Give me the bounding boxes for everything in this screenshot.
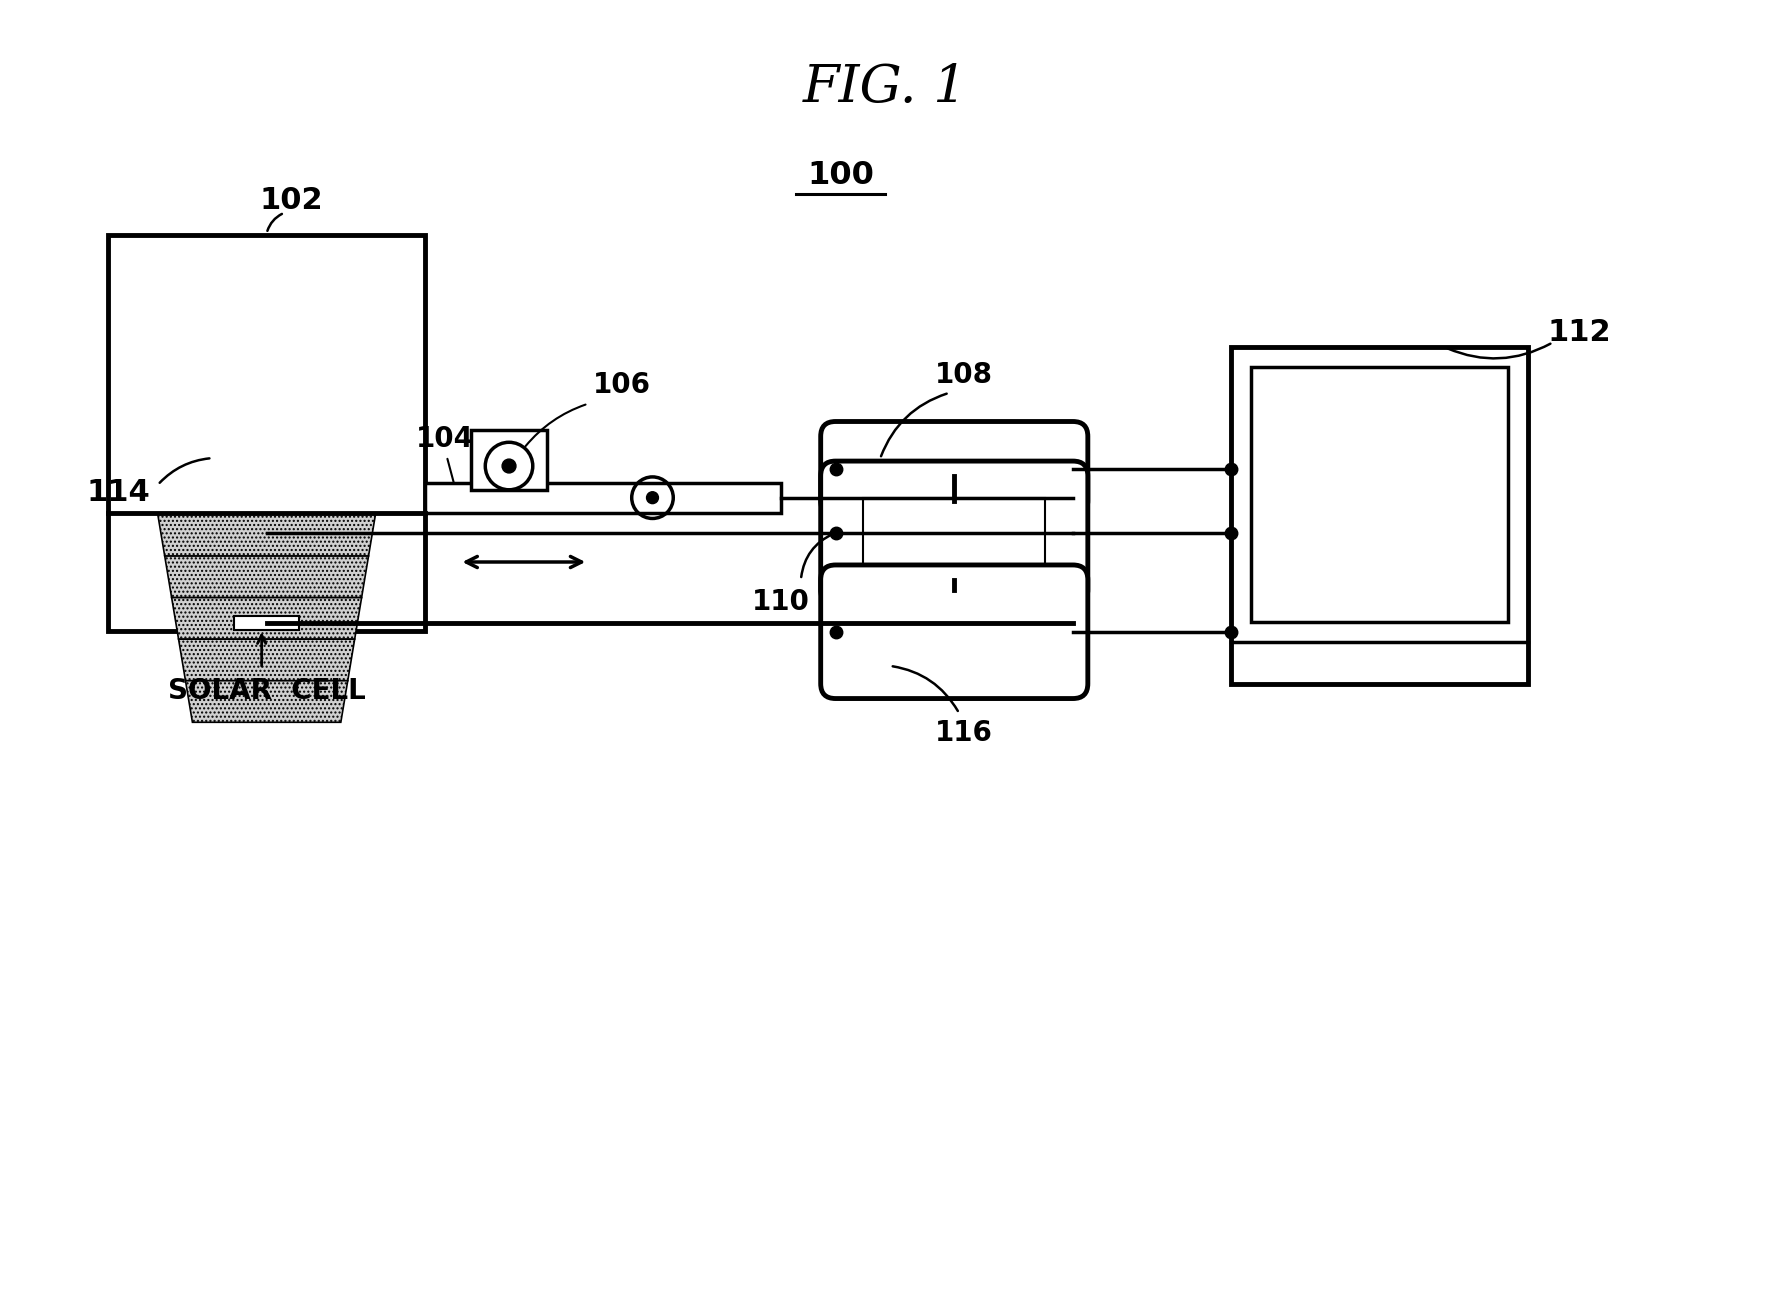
Text: FIG. 1: FIG. 1 — [802, 62, 968, 113]
Text: 102: 102 — [260, 186, 324, 215]
Text: 110: 110 — [752, 587, 811, 616]
Polygon shape — [179, 640, 354, 680]
FancyBboxPatch shape — [864, 498, 1046, 568]
FancyBboxPatch shape — [821, 422, 1089, 515]
Polygon shape — [172, 598, 361, 640]
Circle shape — [646, 492, 658, 503]
FancyBboxPatch shape — [821, 461, 1089, 604]
Text: SOLAR  CELL: SOLAR CELL — [168, 676, 365, 704]
Polygon shape — [165, 556, 368, 598]
Text: 100: 100 — [807, 160, 874, 191]
Text: 104: 104 — [416, 425, 474, 454]
Text: 112: 112 — [1549, 319, 1611, 347]
FancyBboxPatch shape — [425, 482, 781, 513]
FancyBboxPatch shape — [1251, 367, 1508, 623]
FancyBboxPatch shape — [821, 565, 1089, 699]
Text: 114: 114 — [87, 479, 150, 507]
FancyBboxPatch shape — [234, 616, 299, 631]
Text: 116: 116 — [935, 720, 993, 747]
Text: 108: 108 — [935, 361, 993, 389]
Text: 106: 106 — [593, 371, 651, 399]
FancyBboxPatch shape — [108, 236, 425, 632]
Polygon shape — [186, 680, 347, 722]
Circle shape — [503, 459, 515, 473]
Polygon shape — [158, 514, 375, 556]
FancyBboxPatch shape — [1232, 347, 1528, 684]
FancyBboxPatch shape — [471, 430, 547, 490]
